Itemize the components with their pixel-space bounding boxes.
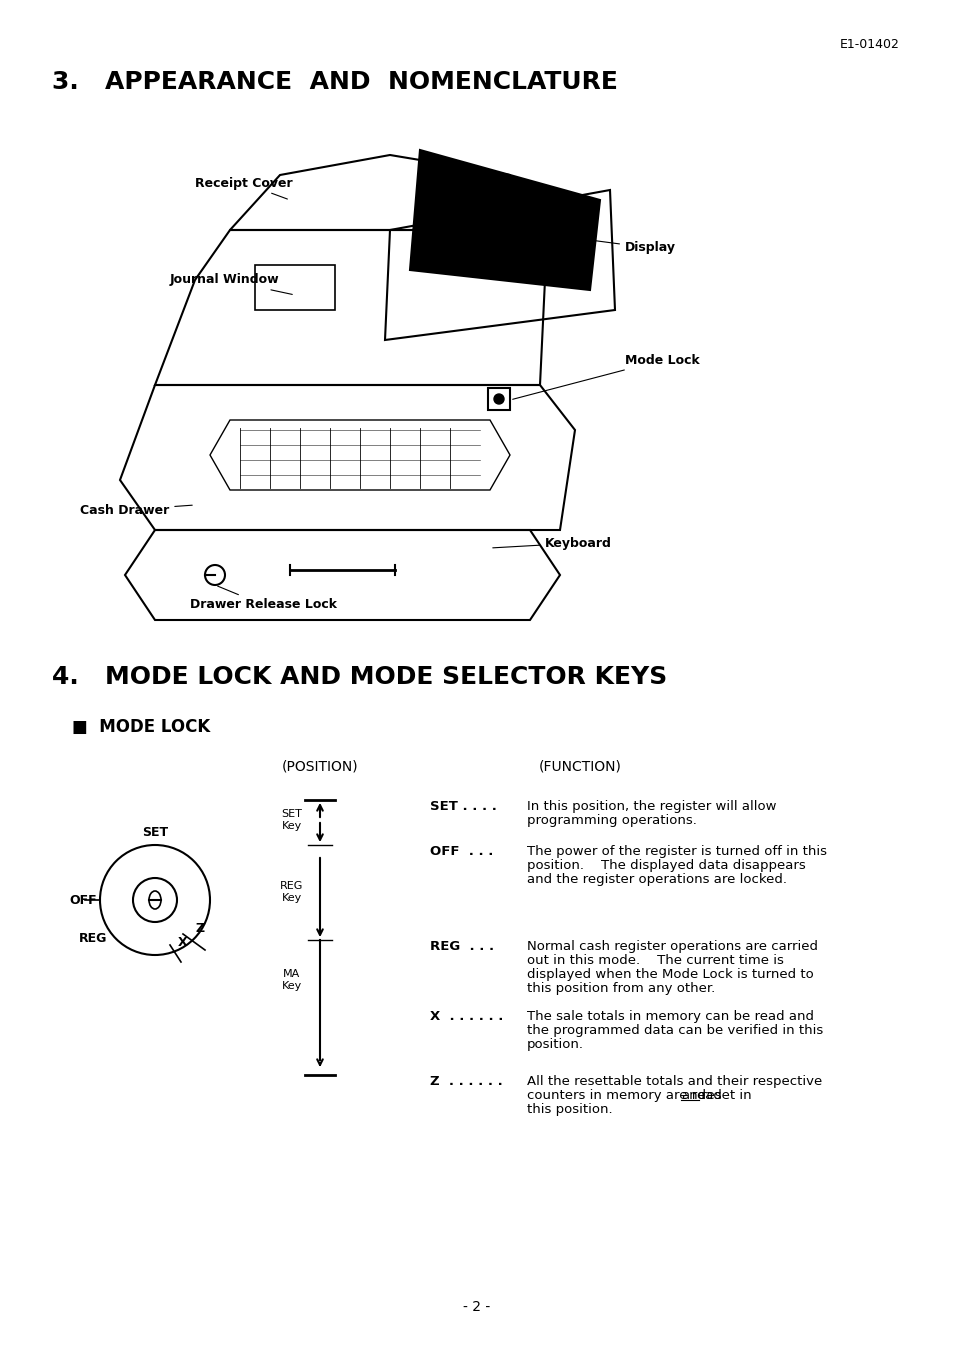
Text: The power of the register is turned off in this: The power of the register is turned off …	[526, 845, 826, 858]
Text: Journal Window: Journal Window	[170, 273, 292, 295]
Text: (FUNCTION): (FUNCTION)	[538, 760, 620, 774]
Text: OFF: OFF	[70, 894, 96, 907]
Text: X: X	[178, 936, 188, 948]
Text: Z  . . . . . .: Z . . . . . .	[430, 1076, 502, 1088]
Text: 3.   APPEARANCE  AND  NOMENCLATURE: 3. APPEARANCE AND NOMENCLATURE	[52, 71, 618, 94]
Text: displayed when the Mode Lock is turned to: displayed when the Mode Lock is turned t…	[526, 968, 813, 980]
Text: SET . . . .: SET . . . .	[430, 800, 497, 813]
Text: Normal cash register operations are carried: Normal cash register operations are carr…	[526, 940, 817, 953]
Text: position.: position.	[526, 1038, 583, 1051]
Text: SET
Key: SET Key	[281, 809, 302, 831]
Text: the programmed data can be verified in this: the programmed data can be verified in t…	[526, 1024, 822, 1038]
Text: X  . . . . . .: X . . . . . .	[430, 1010, 503, 1023]
Text: this position from any other.: this position from any other.	[526, 982, 715, 995]
Text: Receipt Cover: Receipt Cover	[194, 177, 293, 200]
Text: In this position, the register will allow: In this position, the register will allo…	[526, 800, 776, 813]
Text: programming operations.: programming operations.	[526, 813, 696, 827]
Text: position.    The displayed data disappears: position. The displayed data disappears	[526, 860, 805, 872]
Text: E1-01402: E1-01402	[840, 38, 899, 52]
Text: REG: REG	[79, 932, 107, 945]
Text: REG  . . .: REG . . .	[430, 940, 494, 953]
Polygon shape	[410, 149, 599, 291]
Text: Cash Drawer: Cash Drawer	[80, 504, 193, 516]
Text: this position.: this position.	[526, 1103, 612, 1116]
Text: Display: Display	[592, 240, 676, 254]
Text: REG
Key: REG Key	[280, 881, 303, 903]
Text: Z: Z	[195, 922, 204, 934]
Text: Mode Lock: Mode Lock	[512, 353, 699, 399]
Circle shape	[494, 394, 503, 403]
Text: ■  MODE LOCK: ■ MODE LOCK	[71, 718, 210, 736]
Text: The sale totals in memory can be read and: The sale totals in memory can be read an…	[526, 1010, 813, 1023]
Text: Drawer Release Lock: Drawer Release Lock	[190, 587, 336, 611]
Text: counters in memory are read: counters in memory are read	[526, 1089, 725, 1101]
Text: MA
Key: MA Key	[281, 970, 302, 991]
Text: OFF  . . .: OFF . . .	[430, 845, 493, 858]
Text: SET: SET	[142, 826, 168, 838]
Text: Keyboard: Keyboard	[493, 536, 611, 550]
Text: - 2 -: - 2 -	[463, 1300, 490, 1315]
Text: 4.   MODE LOCK AND MODE SELECTOR KEYS: 4. MODE LOCK AND MODE SELECTOR KEYS	[52, 665, 666, 689]
Text: All the resettable totals and their respective: All the resettable totals and their resp…	[526, 1076, 821, 1088]
Text: reset in: reset in	[697, 1089, 751, 1101]
Text: out in this mode.    The current time is: out in this mode. The current time is	[526, 955, 783, 967]
Text: and: and	[680, 1089, 705, 1101]
Text: and the register operations are locked.: and the register operations are locked.	[526, 873, 786, 885]
Bar	[488, 388, 510, 410]
Bar	[254, 265, 335, 310]
Text: (POSITION): (POSITION)	[281, 760, 358, 774]
